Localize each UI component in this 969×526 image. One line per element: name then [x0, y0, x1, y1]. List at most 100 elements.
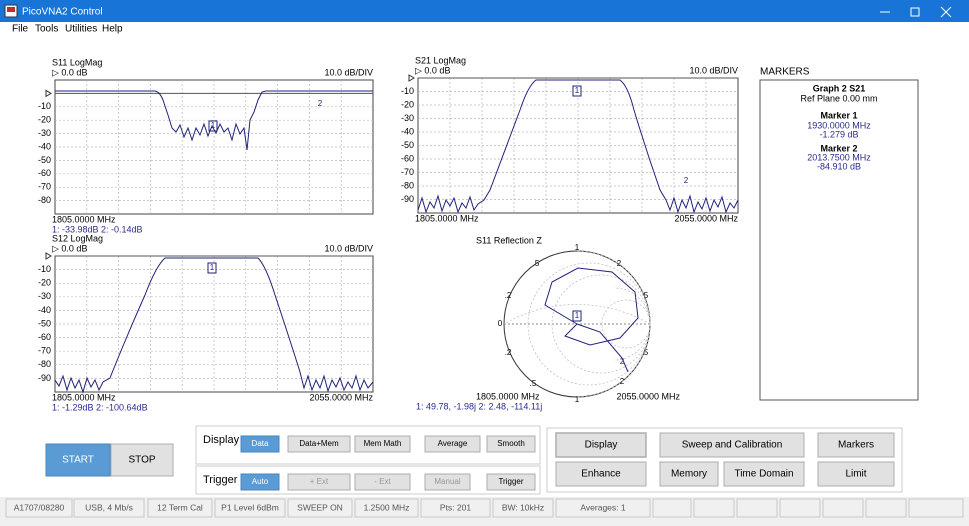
button[interactable]: Memory	[659, 461, 719, 487]
button[interactable]: Sweep and Calibration	[659, 432, 805, 458]
smith-label: .2	[505, 348, 512, 357]
button-label[interactable]: Data+Mem	[299, 439, 339, 448]
button-face[interactable]	[287, 473, 351, 491]
status-cell	[693, 498, 735, 518]
button-label[interactable]: - Ext	[374, 477, 391, 486]
button-face[interactable]	[555, 432, 647, 458]
menu-item[interactable]: Utilities	[65, 24, 97, 35]
button-label[interactable]: Data	[252, 439, 269, 448]
ref-pointer	[45, 89, 52, 98]
plot-marker: 1	[575, 311, 580, 320]
button-label[interactable]: Smooth	[497, 439, 525, 448]
button[interactable]: Markers	[817, 432, 895, 458]
stop-freq: 2055.0000 MHz	[309, 392, 373, 402]
status-cell	[555, 498, 651, 518]
status-text: BW: 10kHz	[502, 502, 544, 512]
button[interactable]: Average	[424, 435, 481, 453]
button-face[interactable]	[659, 461, 719, 487]
status-text: 1.2500 MHz	[364, 502, 410, 512]
button-label[interactable]: Trigger	[498, 477, 523, 486]
y-tick-label: -50	[401, 140, 414, 150]
status-cell	[147, 498, 213, 518]
menu-item[interactable]: File	[12, 24, 29, 35]
button-label[interactable]: Display	[585, 440, 618, 451]
button[interactable]: - Ext	[354, 473, 411, 491]
start-freq: 1805.0000 MHz	[476, 391, 540, 401]
button-face[interactable]	[287, 435, 351, 453]
status-text: Averages: 1	[580, 502, 625, 512]
button-label[interactable]: Mem Math	[364, 439, 402, 448]
button-label[interactable]: Enhance	[581, 469, 621, 480]
y-tick-label: -80	[401, 180, 414, 190]
button-face[interactable]	[424, 435, 481, 453]
button-label[interactable]: Memory	[671, 469, 707, 480]
button-label[interactable]: STOP	[128, 455, 155, 466]
ref-pointer	[45, 252, 52, 260]
y-tick-label: -30	[38, 128, 51, 138]
button-face[interactable]	[240, 435, 280, 453]
status-cell	[214, 498, 286, 518]
button[interactable]: START	[45, 443, 111, 477]
button-label[interactable]: Time Domain	[734, 469, 793, 480]
button[interactable]: Enhance	[555, 461, 647, 487]
button-label[interactable]: Auto	[252, 477, 269, 486]
menu-item[interactable]: Help	[102, 24, 123, 35]
marker-name: Marker 1	[820, 110, 857, 120]
close-button[interactable]	[940, 6, 952, 18]
button[interactable]: Auto	[240, 473, 280, 491]
button-label[interactable]: Markers	[838, 440, 874, 451]
button-face[interactable]	[110, 443, 174, 477]
marker-name: Marker 2	[820, 143, 857, 153]
button[interactable]: Display	[555, 432, 647, 458]
button-face[interactable]	[555, 461, 647, 487]
button[interactable]: Manual	[424, 473, 471, 491]
status-cells: A1707/08280 USB, 4 Mb/s 12 Term Cal P1 Leve…	[5, 498, 964, 518]
button[interactable]: Mem Math	[354, 435, 411, 453]
button-label[interactable]: Sweep and Calibration	[682, 440, 783, 451]
plot-marker: 2	[620, 357, 625, 366]
menu-bar	[0, 22, 969, 36]
button[interactable]: Data	[240, 435, 280, 453]
button[interactable]: Smooth	[486, 435, 536, 453]
button[interactable]: Time Domain	[723, 461, 805, 487]
button-label[interactable]: Average	[438, 439, 468, 448]
smith-label: 1	[575, 243, 580, 252]
button-label[interactable]: + Ext	[310, 477, 329, 486]
button-face[interactable]	[354, 435, 411, 453]
button-face[interactable]	[723, 461, 805, 487]
status-cell	[779, 498, 821, 518]
status-cell	[736, 498, 778, 518]
button-face[interactable]	[486, 473, 536, 491]
menu-item[interactable]: Tools	[35, 24, 58, 35]
button[interactable]: + Ext	[287, 473, 351, 491]
button-face[interactable]	[45, 443, 111, 477]
button[interactable]: Data+Mem	[287, 435, 351, 453]
button-face[interactable]	[240, 473, 280, 491]
button-face[interactable]	[486, 435, 536, 453]
y-tick-label: -20	[38, 115, 51, 125]
button[interactable]: STOP	[110, 443, 174, 477]
button[interactable]: Limit	[817, 461, 895, 487]
button-face[interactable]	[817, 432, 895, 458]
y-tick-label: -20	[401, 99, 414, 109]
button-label[interactable]: Limit	[845, 469, 866, 480]
button-label[interactable]: START	[62, 455, 94, 466]
trigger-group	[195, 465, 541, 495]
y-tick-label: -70	[38, 182, 51, 192]
start-freq: 1805.0000 MHz	[52, 214, 116, 224]
button[interactable]: Trigger	[486, 473, 536, 491]
restore-button[interactable]	[910, 7, 920, 17]
button-label[interactable]: Manual	[434, 477, 460, 486]
marker-readout: 1: -33.98dB 2: -0.14dB	[52, 224, 143, 234]
graph-label: Graph 2 S21	[813, 83, 866, 93]
display-label: Display	[203, 434, 240, 446]
button-face[interactable]	[659, 432, 805, 458]
button-face[interactable]	[354, 473, 411, 491]
y-tick-label: -20	[38, 278, 51, 288]
ref-pointer	[408, 74, 415, 82]
plots: S11 LogMag▷ 0.0 dB 10.0 dB/DIV-10-20-30-4…	[38, 55, 739, 412]
plot-marker: 1	[211, 121, 216, 130]
button-face[interactable]	[817, 461, 895, 487]
button-face[interactable]	[424, 473, 471, 491]
